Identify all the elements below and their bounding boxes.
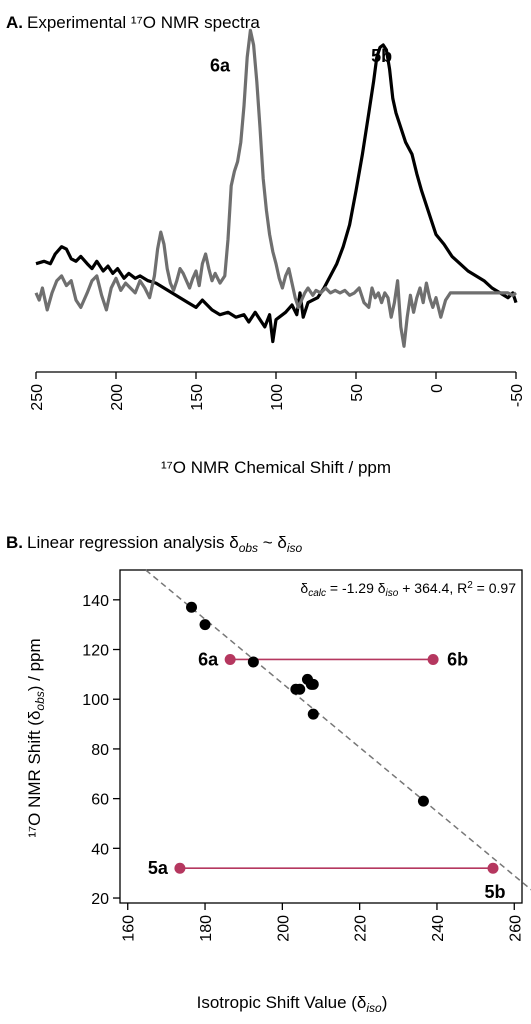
panel-b-title-main: Linear regression analysis δ: [27, 533, 239, 552]
spectra-x-ticks: 250 200 150 100 50 0 -50: [29, 372, 526, 411]
spectrum-label-5b: 5b: [371, 46, 392, 66]
regression-data-points: [186, 601, 429, 807]
regression-plot-frame: [119, 569, 523, 904]
spectrum-line-5b: [35, 43, 518, 344]
pair-label-5b: 5b: [485, 882, 506, 902]
eq-sub-calc: calc: [308, 588, 326, 599]
panel-a-title-text: Experimental ¹⁷O NMR spectra: [27, 13, 260, 32]
regression-x-tick-label: 180: [198, 915, 215, 942]
data-point: [307, 708, 319, 720]
regression-x-label-sub: iso: [366, 1001, 382, 1015]
regression-x-axis-label: Isotropic Shift Value (δiso): [197, 993, 388, 1015]
regression-x-label-end: ): [382, 993, 388, 1012]
spectra-x-tick-label: 50: [349, 384, 366, 402]
regression-plot: 6a 6b 5a 5b 160 180 200 220 240 260 20 40 60 80 100 1…: [82, 569, 531, 942]
spectra-peak-labels: 5b 6a: [210, 46, 392, 76]
regression-y-axis-label: ¹⁷O NMR Shift (δobs) / ppm: [25, 638, 47, 837]
spectra-lines: [34, 28, 518, 348]
regression-x-tick-label: 240: [430, 915, 447, 942]
regression-x-tick-label: 160: [121, 915, 138, 942]
pair-point-5b: [487, 862, 499, 874]
data-point: [294, 683, 306, 695]
spectra-x-tick-label: 100: [269, 384, 286, 411]
regression-x-tick-label: 260: [507, 915, 524, 942]
spectra-plot: 5b 6a 250 200 150 100 50 0 -50: [29, 28, 526, 411]
data-point: [247, 656, 259, 668]
data-point: [186, 601, 198, 613]
data-point: [307, 678, 319, 690]
regression-y-label-end: ) / ppm: [25, 638, 44, 691]
spectra-x-tick-label: -50: [509, 384, 526, 407]
regression-y-label-main: ¹⁷O NMR Shift (δ: [25, 711, 44, 838]
panel-b-title-sub2: iso: [287, 541, 303, 555]
regression-x-ticks: 160 180 200 220 240 260: [121, 903, 524, 942]
eq-part-3: + 364.4, R: [398, 580, 467, 596]
pair-label-6a: 6a: [198, 649, 219, 669]
eq-delta-1: δ: [300, 580, 308, 596]
panel-b-title-mid: ~ δ: [258, 533, 287, 552]
panel-a-letter: A.: [6, 13, 23, 32]
regression-y-ticks: 20 40 60 80 100 120 140: [82, 593, 120, 908]
pair-point-6b: [427, 653, 439, 665]
pair-label-5a: 5a: [148, 858, 169, 878]
spectra-x-tick-label: 250: [29, 384, 46, 411]
spectra-x-axis-label: ¹⁷O NMR Chemical Shift / ppm: [161, 458, 391, 477]
regression-x-tick-label: 200: [275, 915, 292, 942]
eq-sup-2: 2: [467, 580, 473, 591]
panel-b-letter: B.: [6, 533, 23, 552]
panel-a-title: A. Experimental ¹⁷O NMR spectra: [6, 13, 260, 32]
regression-y-tick-label: 140: [82, 593, 109, 610]
panel-b-title: B. Linear regression analysis δobs ~ δiso: [6, 533, 303, 555]
spectra-x-tick-label: 0: [429, 384, 446, 393]
data-point: [199, 619, 211, 631]
regression-y-label-sub: obs: [33, 691, 47, 710]
regression-y-tick-label: 80: [91, 742, 109, 759]
pair-points: [174, 653, 499, 874]
regression-y-tick-label: 100: [82, 692, 109, 709]
spectra-x-tick-label: 150: [189, 384, 206, 411]
regression-x-label-main: Isotropic Shift Value (δ: [197, 993, 367, 1012]
regression-equation: δcalc = -1.29 δiso + 364.4, R2 = 0.97: [300, 580, 516, 599]
regression-fit-line: [145, 569, 531, 891]
data-point: [417, 795, 429, 807]
regression-y-tick-label: 60: [91, 792, 109, 809]
pair-labels: 6a 6b 5a 5b: [148, 649, 506, 902]
pair-label-6b: 6b: [447, 649, 468, 669]
regression-y-tick-label: 40: [91, 841, 109, 858]
panel-b-title-sub1: obs: [239, 541, 258, 555]
eq-part-4: = 0.97: [473, 580, 516, 596]
spectrum-label-6a: 6a: [210, 56, 231, 76]
spectrum-line-6a: [34, 28, 517, 348]
regression-x-tick-label: 220: [353, 915, 370, 942]
pair-point-6a: [224, 653, 236, 665]
spectra-x-tick-label: 200: [109, 384, 126, 411]
pair-connector-lines: [179, 658, 494, 870]
eq-sub-iso: iso: [386, 588, 399, 599]
regression-y-tick-label: 120: [82, 643, 109, 660]
pair-point-5a: [174, 862, 186, 874]
regression-y-tick-label: 20: [91, 891, 109, 908]
eq-part-2: = -1.29 δ: [326, 580, 386, 596]
